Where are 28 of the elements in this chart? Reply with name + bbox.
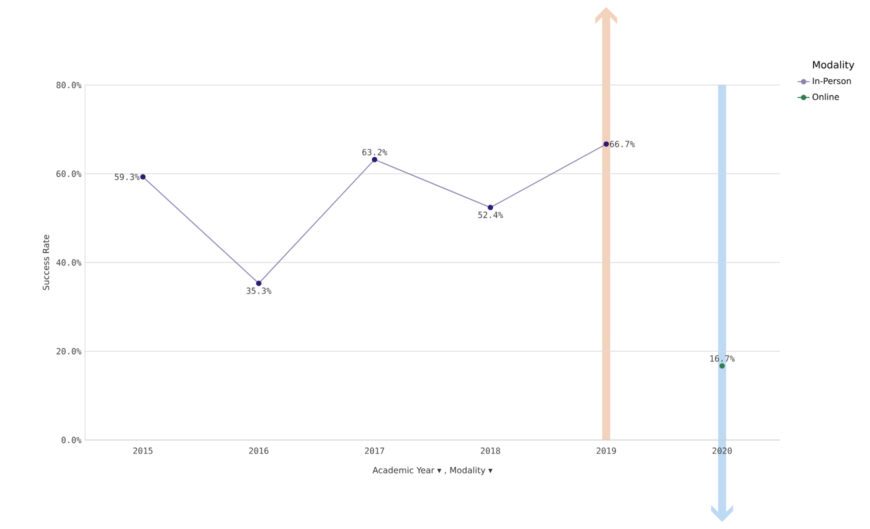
point [256,280,262,286]
x-tick-label: 2016 [249,448,268,454]
data-label: 35.3% [246,288,272,294]
point [372,156,378,162]
point [719,363,725,369]
legend-label: Online [812,93,839,100]
point [140,174,146,180]
y-tick-label: 80.0% [56,82,82,88]
x-axis-title: Academic Year ▾ , Modality ▾ [372,466,492,475]
data-label: 16.7% [710,355,735,362]
x-tick-label: 2020 [712,448,732,454]
data-label: 66.7% [610,140,635,148]
point [488,204,494,210]
x-tick-label: 2018 [480,448,500,454]
y-tick-label: 60.0% [56,170,82,177]
data-label: 63.2% [362,148,388,156]
data-label: 52.4% [478,212,504,218]
y-tick-label: 0.0% [62,436,82,444]
y-tick-label: 20.0% [56,348,82,354]
point [604,141,609,147]
data-label: 59.3% [114,174,140,180]
legend-label: In-Person [812,78,851,84]
y-tick-label: 40.0% [56,259,82,266]
x-tick-label: 2015 [133,448,152,454]
y-axis-title: Success Rate [42,234,50,290]
x-tick-label: 2019 [596,448,616,454]
legend-title: Modality [813,60,854,70]
x-tick-label: 2017 [365,448,384,454]
